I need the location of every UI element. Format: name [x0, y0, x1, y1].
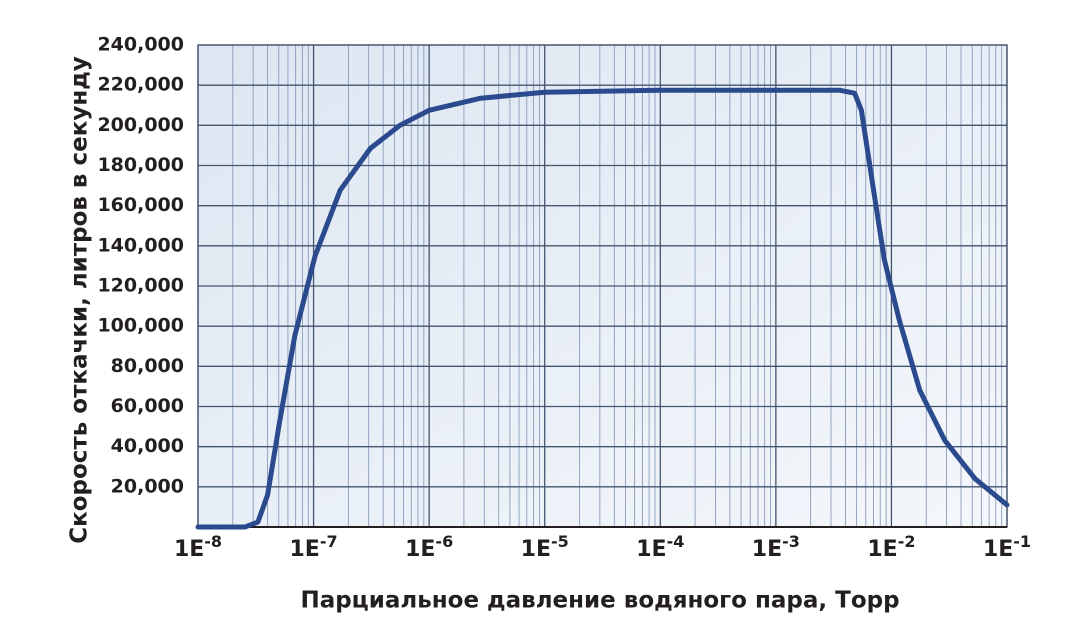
y-axis-label: Скорость откачки, литров в секунду [67, 56, 93, 544]
y-tick-label: 20,000 [111, 475, 184, 497]
y-tick-label: 220,000 [97, 74, 184, 96]
y-tick-label: 80,000 [111, 355, 184, 377]
x-tick-label: 1E-4 [636, 532, 684, 563]
y-tick-label: 100,000 [97, 315, 184, 337]
y-tick-label: 200,000 [97, 114, 184, 136]
x-tick-label: 1E-7 [290, 532, 338, 563]
x-tick-label: 1E-1 [983, 532, 1031, 563]
y-tick-label: 240,000 [97, 34, 184, 56]
y-tick-label: 120,000 [97, 275, 184, 297]
y-tick-label: 140,000 [97, 234, 184, 256]
x-tick-label: 1E-6 [405, 532, 453, 563]
x-tick-label: 1E-2 [867, 532, 915, 563]
x-axis-label: Парциальное давление водяного пара, Торр [300, 588, 899, 614]
y-tick-label: 60,000 [111, 395, 184, 417]
x-tick-label: 1E-8 [174, 532, 222, 563]
y-tick-label: 180,000 [97, 154, 184, 176]
x-tick-label: 1E-3 [752, 532, 800, 563]
x-tick-label: 1E-5 [521, 532, 569, 563]
data-line [195, 87, 1010, 530]
y-tick-label: 160,000 [97, 194, 184, 216]
y-tick-label: 40,000 [111, 435, 184, 457]
